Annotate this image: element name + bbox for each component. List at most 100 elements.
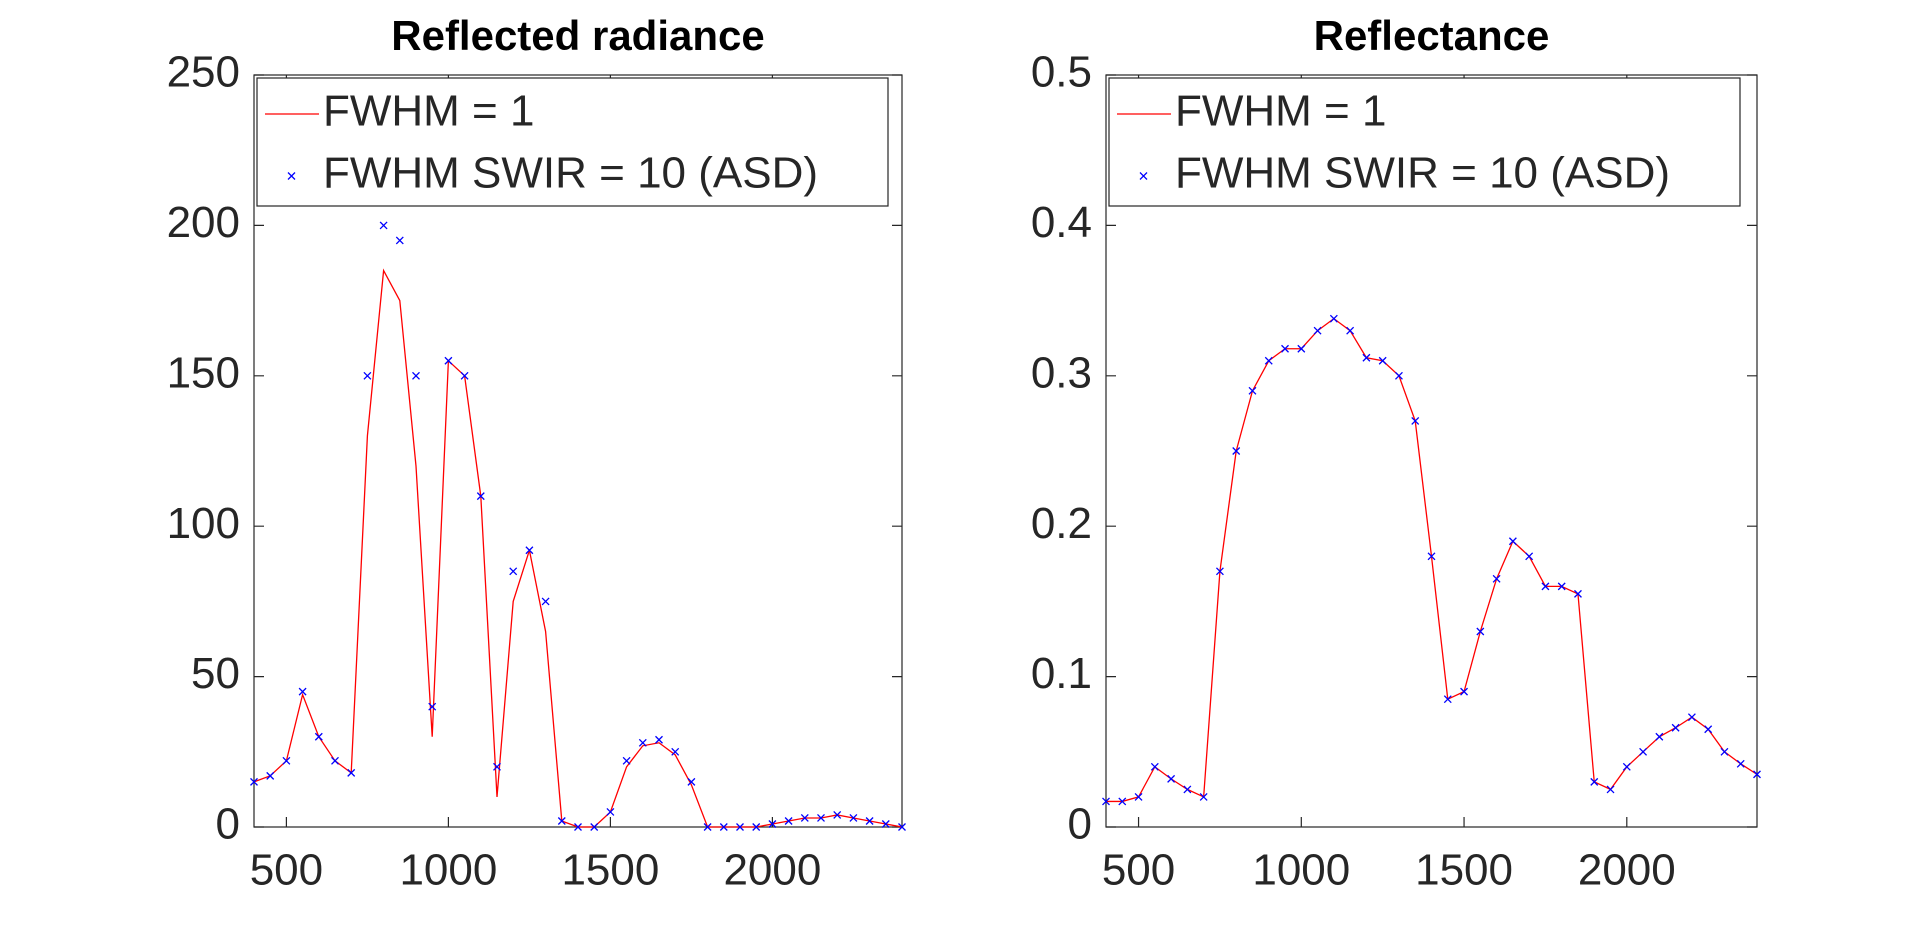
y-tick-label: 0.3 <box>1031 348 1092 397</box>
marker <box>1590 777 1599 786</box>
marker <box>1394 371 1403 380</box>
y-tick-label: 150 <box>167 348 240 397</box>
y-tick-label: 100 <box>167 499 240 548</box>
marker <box>1671 723 1680 732</box>
legend-swatch <box>287 172 296 180</box>
axes-box <box>1105 74 1758 828</box>
marker <box>314 732 323 741</box>
marker <box>1199 792 1208 801</box>
marker <box>1264 356 1273 365</box>
legend-label: FWHM SWIR = 10 (ASD) <box>323 149 818 198</box>
marker <box>1541 582 1550 591</box>
marker <box>557 817 566 825</box>
marker <box>865 817 874 825</box>
marker <box>590 823 599 831</box>
marker <box>347 768 356 777</box>
marker <box>1378 356 1387 365</box>
series-line <box>253 268 903 828</box>
marker <box>1297 344 1306 353</box>
marker <box>541 597 550 606</box>
marker <box>1150 762 1159 771</box>
x-tick-label: 1000 <box>1252 846 1350 895</box>
x-tick-label: 2000 <box>723 846 821 895</box>
marker <box>736 823 744 831</box>
series-line <box>1106 317 1758 803</box>
marker <box>1248 386 1257 395</box>
marker <box>768 820 777 828</box>
x-tick-label: 1000 <box>399 846 497 895</box>
marker <box>363 371 372 380</box>
legend-box <box>256 77 889 207</box>
marker <box>509 567 518 576</box>
legend-swatch <box>1139 172 1148 180</box>
chart-title: Reflectance <box>1314 12 1550 59</box>
marker <box>1574 589 1582 598</box>
marker <box>817 814 825 822</box>
marker <box>266 771 275 780</box>
marker <box>298 687 307 696</box>
y-tick-label: 0 <box>1068 800 1092 849</box>
marker <box>1508 537 1517 546</box>
legend-label: FWHM = 1 <box>1175 87 1386 136</box>
marker <box>1183 785 1192 794</box>
marker <box>1476 627 1485 636</box>
marker <box>898 823 906 831</box>
x-tick-label: 500 <box>1102 846 1175 895</box>
marker <box>1362 353 1371 362</box>
marker <box>1753 770 1761 779</box>
marker <box>1557 582 1566 591</box>
marker <box>331 756 339 765</box>
marker <box>881 820 890 828</box>
marker <box>833 811 842 819</box>
marker <box>1492 574 1501 583</box>
marker <box>1687 713 1696 722</box>
y-tick-label: 200 <box>167 198 240 247</box>
marker <box>1167 774 1176 783</box>
marker <box>1329 314 1338 323</box>
y-tick-label: 250 <box>167 48 240 97</box>
chart-title: Reflected radiance <box>391 12 765 59</box>
x-tick-label: 1500 <box>561 846 659 895</box>
marker <box>719 823 728 831</box>
marker <box>1134 792 1143 801</box>
marker <box>1622 762 1631 771</box>
y-tick-label: 50 <box>191 649 240 698</box>
marker <box>752 823 761 831</box>
marker <box>1720 747 1729 756</box>
marker <box>395 236 404 245</box>
legend-label: FWHM SWIR = 10 (ASD) <box>1175 149 1670 198</box>
y-tick-label: 0.4 <box>1031 198 1092 247</box>
marker <box>1655 732 1664 741</box>
marker <box>1215 567 1224 576</box>
marker <box>606 808 615 816</box>
marker <box>703 823 712 831</box>
marker <box>1411 416 1420 425</box>
marker <box>444 356 453 365</box>
marker <box>1639 747 1648 756</box>
marker <box>428 702 437 711</box>
y-tick-label: 0 <box>216 800 240 849</box>
y-tick-label: 0.1 <box>1031 649 1092 698</box>
marker <box>412 371 420 380</box>
marker <box>1443 695 1452 704</box>
marker <box>1346 326 1355 335</box>
marker <box>1525 552 1534 561</box>
marker <box>638 738 647 747</box>
marker <box>1118 797 1127 806</box>
marker <box>1460 687 1469 696</box>
marker <box>622 756 631 765</box>
marker <box>460 371 469 380</box>
marker <box>250 777 258 786</box>
marker <box>493 762 501 771</box>
x-tick-label: 500 <box>250 846 323 895</box>
y-tick-label: 0.2 <box>1031 499 1092 548</box>
marker <box>655 735 663 744</box>
marker <box>1736 759 1745 768</box>
marker <box>784 817 793 825</box>
marker <box>1281 344 1289 353</box>
marker <box>476 492 485 501</box>
marker <box>1427 552 1436 561</box>
marker <box>1102 797 1110 806</box>
marker <box>800 814 809 822</box>
